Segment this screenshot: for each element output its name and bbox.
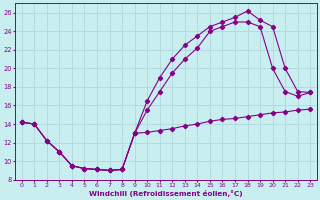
X-axis label: Windchill (Refroidissement éolien,°C): Windchill (Refroidissement éolien,°C) (89, 190, 243, 197)
